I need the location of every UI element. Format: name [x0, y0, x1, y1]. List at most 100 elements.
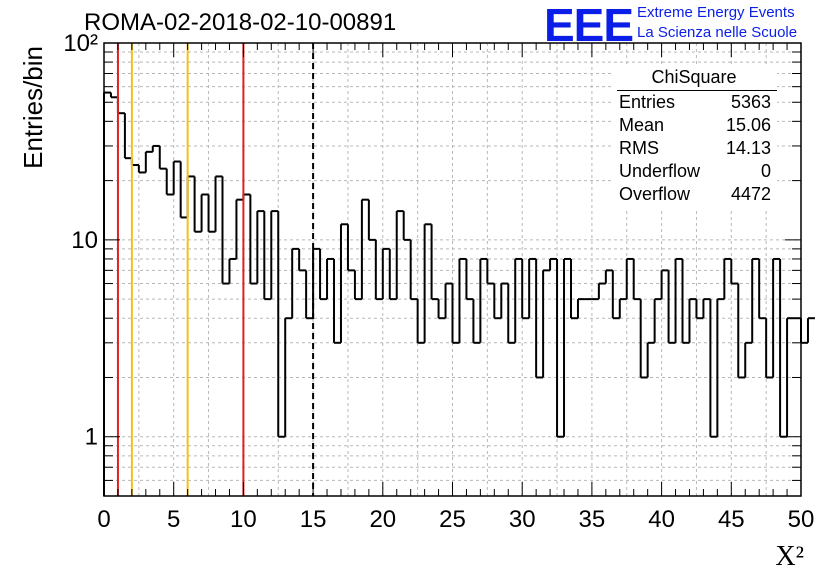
- plot-frame: [103, 42, 802, 497]
- x-tick-label: 35: [579, 506, 606, 533]
- histogram-bin: [430, 224, 439, 301]
- histogram-bin: [660, 269, 669, 300]
- x-tick-label: 20: [369, 506, 396, 533]
- x-tick-label: 50: [788, 506, 815, 533]
- y-tick-label: 10: [71, 227, 98, 254]
- eee-logo: EEE: [544, 0, 634, 51]
- histogram-bin: [214, 175, 223, 232]
- histogram-bin: [305, 270, 314, 320]
- histogram-bin: [388, 248, 397, 301]
- histogram-bin: [458, 257, 467, 343]
- histogram-bin: [667, 270, 676, 344]
- x-tick-label: 15: [300, 506, 327, 533]
- histogram-bin: [681, 258, 690, 344]
- histogram-bin: [535, 258, 544, 379]
- histogram-bin: [744, 341, 753, 378]
- histogram-bin: [765, 318, 774, 379]
- eee-logo-line1: Extreme Energy Events: [637, 4, 795, 21]
- histogram-bin: [353, 270, 362, 301]
- eee-logo-line2: La Scienza nelle Scuole: [637, 24, 798, 41]
- histogram-bin: [500, 282, 509, 319]
- histogram-bin: [151, 144, 160, 152]
- histogram-bin: [576, 298, 585, 319]
- histogram-bin: [465, 258, 474, 301]
- histogram-bin: [514, 257, 523, 343]
- histogram-bin: [346, 224, 355, 272]
- reference-lines: [116, 43, 315, 496]
- histogram-bin: [256, 210, 265, 284]
- histogram-bin: [228, 257, 237, 284]
- stats-divider: [617, 90, 777, 91]
- histogram-bin: [360, 198, 369, 300]
- stats-value: 4472: [730, 184, 771, 204]
- plot-title: ROMA-02-2018-02-10-00891: [84, 9, 397, 36]
- histogram-bin: [772, 257, 781, 378]
- histogram-bin: [123, 113, 132, 160]
- histogram-bin: [242, 193, 251, 200]
- histogram-bin: [409, 239, 418, 301]
- y-axis-label: Entries/bin: [18, 46, 48, 169]
- axis-ticks: [103, 42, 802, 497]
- histogram-bin: [200, 193, 209, 232]
- histogram-bin: [486, 258, 495, 285]
- histogram-bin: [144, 150, 153, 173]
- stats-value: 14.13: [725, 138, 771, 158]
- histogram-bin: [319, 248, 328, 301]
- histogram-bin: [339, 223, 348, 343]
- histogram-bin: [806, 317, 815, 343]
- histogram-bin: [193, 176, 202, 233]
- histogram-bin: [381, 247, 390, 300]
- histogram-bin: [549, 257, 558, 271]
- histogram-bin: [451, 283, 460, 344]
- histogram-bin: [298, 248, 307, 272]
- histogram-bin: [423, 223, 432, 343]
- stats-key: Entries: [619, 92, 676, 112]
- histogram-bin: [604, 269, 613, 284]
- x-tick-label: 40: [648, 506, 675, 533]
- y-tick-label: 10²: [63, 30, 98, 57]
- histogram-bin: [326, 257, 335, 300]
- histogram-bin: [374, 239, 383, 301]
- histogram-bin: [563, 257, 571, 437]
- histogram-bin: [333, 258, 341, 344]
- histogram-bin: [263, 211, 272, 301]
- histogram-bin: [618, 298, 627, 319]
- histogram-bin: [479, 257, 488, 343]
- histogram-bin: [221, 176, 230, 285]
- y-tick-label: 1: [85, 424, 98, 451]
- histogram-bin: [235, 198, 244, 259]
- histogram-bin: [688, 298, 697, 343]
- histogram-bin: [702, 298, 711, 319]
- histogram-bin: [730, 258, 739, 285]
- stats-value: 15.06: [725, 115, 771, 135]
- stats-title: ChiSquare: [651, 67, 737, 87]
- histogram-bin: [116, 97, 125, 115]
- histogram-bin: [402, 211, 411, 241]
- histogram-bin: [277, 211, 286, 438]
- histogram-bin: [130, 158, 139, 167]
- histogram-bin: [569, 258, 578, 320]
- histogram-bin: [165, 168, 174, 196]
- histogram-bin: [249, 194, 258, 285]
- x-tick-label: 45: [718, 506, 745, 533]
- histogram-bars: [103, 91, 815, 496]
- stats-key: RMS: [619, 138, 659, 158]
- histogram-bin: [137, 165, 146, 174]
- x-axis-label: X²: [775, 541, 804, 572]
- histogram-bin: [367, 199, 376, 241]
- histogram-bin: [709, 299, 718, 438]
- histogram-bin: [542, 269, 551, 378]
- histogram-bin: [291, 247, 300, 319]
- tick-labels: 0 5 10 15 20 25 30 35 40 45 50 1 10 10²: [63, 30, 814, 533]
- x-tick-label: 10: [230, 506, 257, 533]
- histogram-bin: [674, 257, 683, 343]
- histogram-bin: [472, 299, 481, 344]
- histogram-bin: [556, 258, 565, 438]
- histogram-bin: [737, 283, 746, 379]
- x-tick-label: 25: [439, 506, 466, 533]
- histogram-bin: [716, 298, 725, 437]
- stats-value: 5363: [730, 92, 771, 112]
- histogram-bin: [632, 258, 641, 301]
- stats-box: ChiSquare Entries 5363 Mean 15.06 RMS 14…: [611, 67, 777, 209]
